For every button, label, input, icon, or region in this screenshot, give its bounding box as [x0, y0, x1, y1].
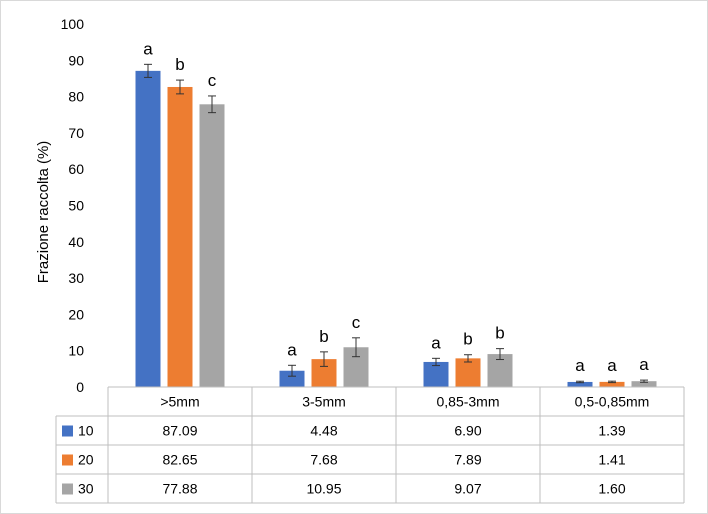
- table-cell-value: 4.48: [310, 423, 337, 439]
- y-tick-label: 80: [68, 89, 84, 105]
- bar: [599, 381, 625, 387]
- bar: [199, 104, 225, 388]
- table-cell-value: 6.90: [454, 423, 481, 439]
- table-cell-value: 10.95: [306, 481, 341, 497]
- significance-letter: c: [208, 71, 217, 90]
- significance-letter: b: [463, 330, 472, 349]
- data-table: >5mm 3-5mm 0,85-3mm 0,5-0,85mm 10 87.09 4.48 6.…: [55, 386, 685, 504]
- y-tick-label: 60: [68, 161, 84, 177]
- significance-letter: a: [431, 333, 441, 352]
- table-cell-value: 9.07: [454, 481, 481, 497]
- y-axis-label: Frazione raccolta (%): [35, 141, 52, 284]
- significance-letter: c: [352, 313, 361, 332]
- legend-swatch: [62, 425, 73, 437]
- significance-letter: b: [175, 55, 184, 74]
- y-tick-label: 50: [68, 198, 84, 214]
- error-bars: [144, 63, 648, 384]
- x-tick-label: 3-5mm: [302, 394, 346, 410]
- significance-letter: a: [607, 356, 617, 375]
- bar: [423, 361, 449, 387]
- table-cell-value: 1.39: [598, 423, 625, 439]
- table-cell-value: 7.89: [454, 452, 481, 468]
- significance-letter: b: [319, 327, 328, 346]
- x-tick-label: >5mm: [160, 394, 199, 410]
- bars: [135, 70, 657, 388]
- table-cell-value: 82.65: [162, 452, 197, 468]
- legend-label: 10: [78, 423, 94, 439]
- bar: [567, 381, 593, 387]
- bar: [279, 370, 305, 387]
- legend-label: 30: [78, 481, 94, 497]
- y-tick-label: 90: [68, 52, 84, 68]
- significance-letter: b: [495, 324, 504, 343]
- significance-letter: a: [639, 355, 649, 374]
- y-tick-label: 30: [68, 270, 84, 286]
- y-tick-label: 0: [76, 379, 84, 395]
- y-tick-label: 40: [68, 234, 84, 250]
- y-tick-label: 100: [61, 16, 85, 32]
- legend-swatch: [62, 454, 73, 466]
- significance-letter: a: [143, 39, 153, 58]
- table-cell-value: 1.60: [598, 481, 625, 497]
- table-cell-value: 77.88: [162, 481, 197, 497]
- legend-swatch: [62, 483, 73, 495]
- legend-label: 20: [78, 452, 94, 468]
- bar: [135, 70, 161, 388]
- table-cell-value: 1.41: [598, 452, 625, 468]
- x-tick-label: 0,5-0,85mm: [575, 394, 650, 410]
- significance-letter: a: [287, 340, 297, 359]
- bar: [455, 358, 481, 387]
- x-tick-label: 0,85-3mm: [436, 394, 499, 410]
- y-tick-label: 10: [68, 343, 84, 359]
- significance-letters: a b c a b c a b b a a a: [143, 39, 649, 375]
- significance-letter: a: [575, 356, 585, 375]
- bar: [167, 86, 193, 387]
- bar: [631, 381, 657, 387]
- y-tick-label: 70: [68, 125, 84, 141]
- y-tick-label: 20: [68, 306, 84, 322]
- table-cell-value: 7.68: [310, 452, 337, 468]
- table-cell-value: 87.09: [162, 423, 197, 439]
- y-axis-ticks: 0 10 20 30 40 50 60 70 80 90 100: [61, 16, 85, 395]
